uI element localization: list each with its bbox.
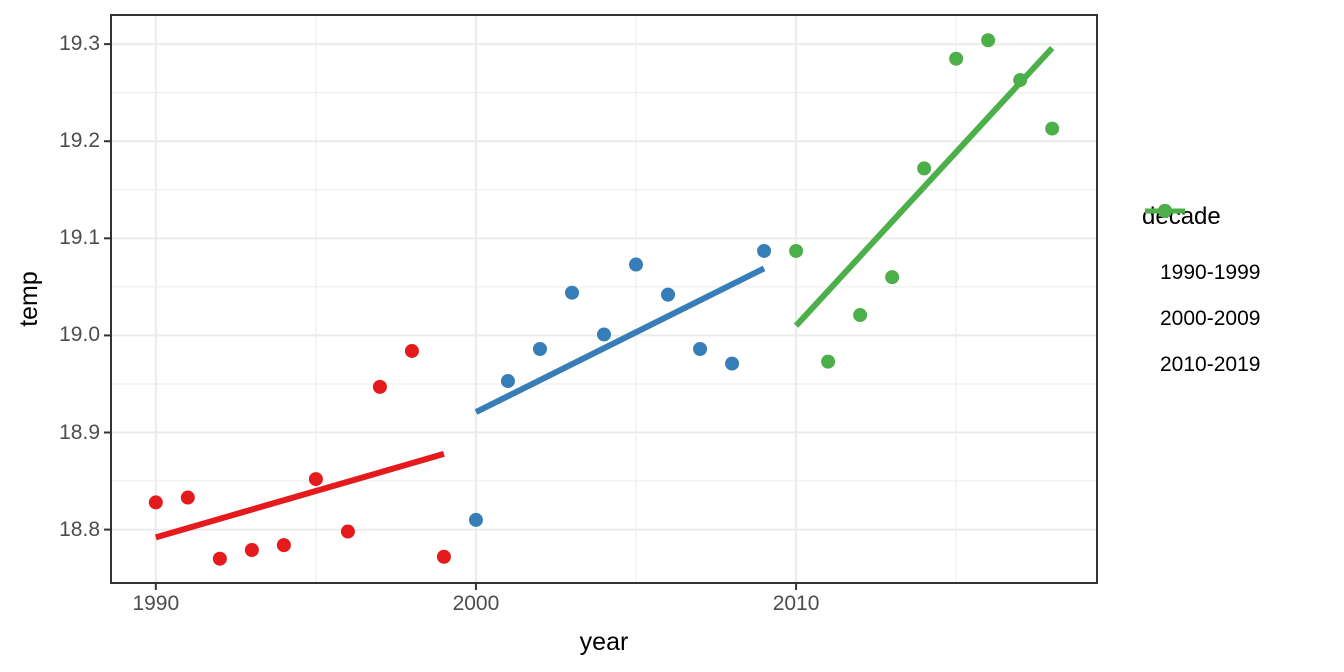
- data-point-1990-1999: [244, 542, 259, 557]
- line-dot-icon: [1145, 204, 1185, 218]
- data-point-2010-2019: [789, 243, 804, 258]
- data-point-2000-2009: [725, 356, 740, 371]
- data-point-1990-1999: [372, 379, 387, 394]
- data-point-1990-1999: [276, 538, 291, 553]
- data-point-2010-2019: [821, 354, 836, 369]
- trend-line-2010-2019: [793, 45, 1055, 328]
- data-point-2010-2019: [853, 308, 868, 323]
- data-point-1990-1999: [404, 343, 419, 358]
- legend: decade 1990-1999 2000-2009 2010-2019: [1140, 202, 1344, 388]
- x-tick-label: 2000: [452, 592, 500, 615]
- data-point-1990-1999: [308, 472, 323, 487]
- y-tick-label: 18.8: [59, 517, 100, 541]
- legend-title: decade: [1142, 203, 1221, 230]
- data-point-2000-2009: [468, 512, 483, 527]
- data-point-2010-2019: [949, 51, 964, 66]
- data-point-2000-2009: [500, 374, 515, 389]
- data-point-2000-2009: [693, 342, 708, 357]
- data-point-1990-1999: [180, 490, 195, 505]
- y-tick-label: 19.1: [59, 226, 100, 250]
- data-point-2000-2009: [564, 285, 579, 300]
- x-tick-label: 1990: [132, 592, 180, 615]
- data-point-2000-2009: [661, 287, 676, 302]
- data-point-2000-2009: [757, 243, 772, 258]
- data-point-1990-1999: [212, 551, 227, 566]
- data-point-2010-2019: [981, 33, 996, 48]
- x-axis-title: year: [579, 628, 629, 656]
- x-tick-label: 2010: [772, 592, 820, 615]
- data-point-1990-1999: [148, 495, 163, 510]
- trend-line-2000-2009: [474, 265, 766, 415]
- y-tick-label: 19.0: [59, 323, 100, 347]
- trend-line-1990-1999: [154, 450, 445, 541]
- data-point-2000-2009: [597, 327, 611, 342]
- y-tick-label: 19.3: [59, 32, 100, 56]
- legend-item-label: 1990-1999: [1160, 261, 1261, 284]
- panel-border: [110, 14, 1098, 584]
- plot-panel: [111, 15, 1097, 583]
- data-point-2010-2019: [1045, 121, 1060, 136]
- data-point-2000-2009: [532, 342, 547, 357]
- data-point-1990-1999: [436, 549, 451, 564]
- y-tick-label: 18.9: [59, 420, 100, 444]
- y-tick-label: 19.2: [59, 129, 100, 153]
- legend-item-2010-2019: 2010-2019: [1140, 204, 1344, 388]
- data-point-2010-2019: [917, 161, 932, 176]
- data-point-2000-2009: [629, 257, 644, 272]
- legend-item-2000-2009: 2000-2009: [1140, 204, 1344, 342]
- legend-item-label: 2000-2009: [1160, 307, 1261, 330]
- legend-item-1990-1999: 1990-1999: [1140, 204, 1344, 296]
- data-point-1990-1999: [340, 524, 355, 539]
- data-point-2010-2019: [885, 270, 900, 285]
- y-axis-title: temp: [15, 271, 43, 327]
- legend-item-label: 2010-2019: [1160, 353, 1261, 376]
